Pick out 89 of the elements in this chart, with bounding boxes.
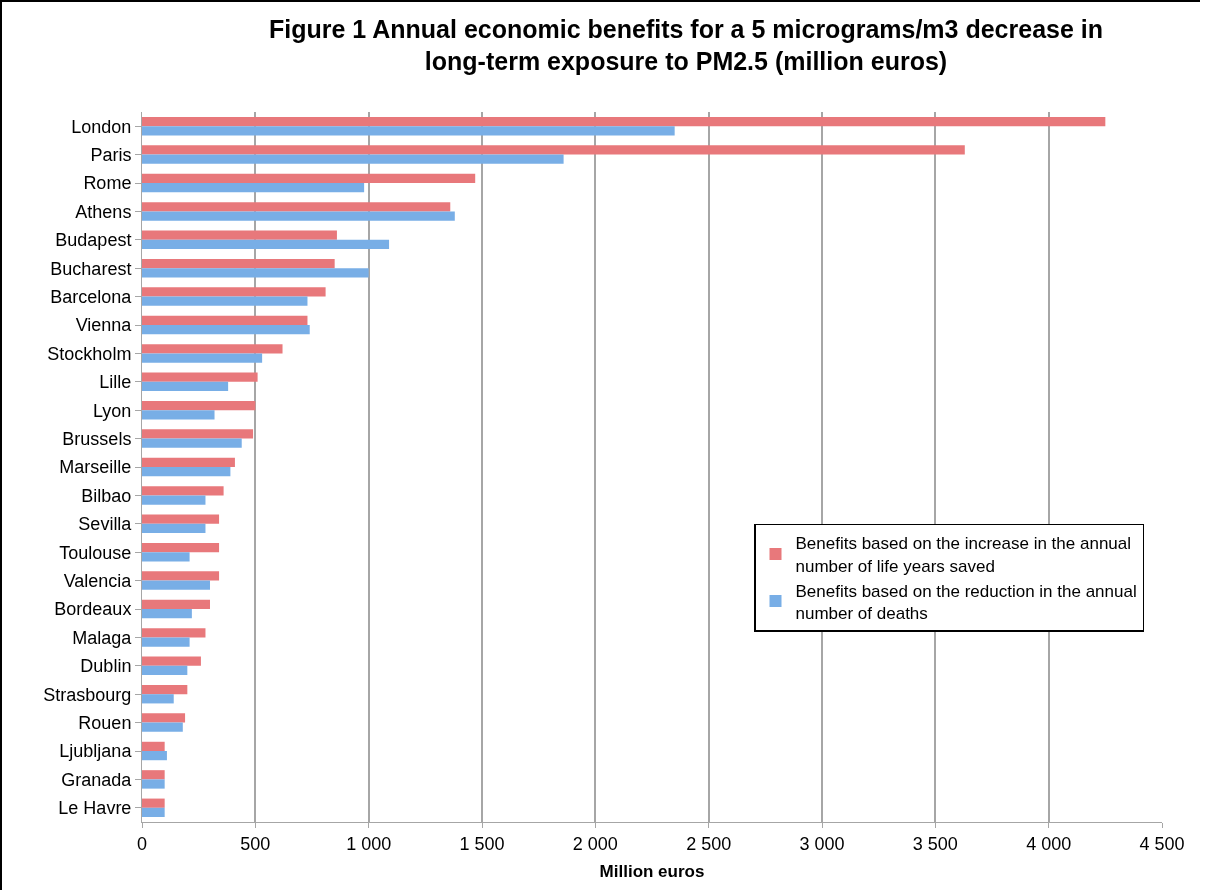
y-tick-label: Bucharest [50, 258, 132, 279]
bar [142, 580, 210, 590]
y-tick-label: Strasbourg [43, 684, 132, 705]
y-tick-label: London [71, 116, 132, 137]
bar [142, 173, 476, 183]
bar [142, 807, 165, 818]
x-tick-label: 1 500 [459, 833, 505, 854]
bar [142, 372, 258, 382]
bar [142, 400, 256, 411]
bar [142, 770, 165, 780]
bar [142, 751, 167, 761]
x-tick-label: 2 000 [572, 833, 618, 854]
x-axis-title: Million euros [599, 862, 705, 881]
bar [142, 202, 451, 212]
y-tick-label: Ljubljana [59, 741, 133, 762]
y-tick-label: Bordeaux [54, 599, 132, 620]
bar [142, 315, 308, 325]
bar [142, 637, 190, 647]
y-tick-label: Budapest [55, 230, 132, 251]
bar [142, 694, 174, 704]
bar [142, 116, 1106, 127]
bar [142, 495, 206, 505]
y-tick-label: Lyon [93, 400, 132, 421]
y-tick-label: Lille [99, 372, 132, 393]
x-tick-label: 3 000 [799, 833, 845, 854]
bar [142, 741, 165, 751]
x-tick-label: 3 500 [912, 833, 958, 854]
y-tick-label: Granada [61, 769, 133, 790]
bar [142, 628, 206, 638]
y-tick-label: Le Havre [58, 798, 132, 819]
bar [142, 798, 165, 808]
bar [142, 486, 224, 496]
bar [142, 344, 283, 354]
bar [142, 722, 183, 732]
legend-label: Benefits based on the increase in the annual number of life years saved [795, 534, 1132, 576]
bar [142, 779, 165, 789]
bar [142, 154, 564, 164]
bar [142, 571, 220, 581]
x-tick-label: 1 000 [346, 833, 392, 854]
bar [142, 552, 190, 562]
y-tick-label: Sevilla [78, 514, 133, 535]
bar [142, 410, 215, 420]
x-tick-label: 4 000 [1026, 833, 1072, 854]
bar [142, 287, 326, 297]
bar [142, 684, 188, 695]
y-tick-label: Bilbao [81, 485, 132, 506]
bar [142, 457, 235, 467]
y-tick-label: Brussels [62, 428, 132, 449]
bar [142, 467, 231, 477]
chart-title: Figure 1 Annual economic benefits for a 5 micrograms/m3 decrease in long-term exposure to PM2.5 (million euros) [268, 14, 1104, 76]
bar [142, 126, 675, 136]
y-tick-label: Vienna [75, 315, 133, 336]
bar [142, 656, 201, 666]
bar [142, 438, 242, 448]
bar [142, 258, 335, 269]
y-tick-label: Dublin [80, 656, 132, 677]
bar [142, 514, 220, 524]
bar [142, 429, 254, 439]
y-tick-label: Rouen [78, 712, 132, 733]
bar [142, 609, 192, 619]
bar [142, 325, 310, 335]
bar [142, 145, 965, 155]
bar [142, 523, 206, 534]
bar [142, 296, 308, 306]
bar [142, 599, 210, 609]
x-tick-label: 4 500 [1139, 833, 1185, 854]
bar [142, 665, 188, 676]
bar [142, 239, 390, 250]
x-tick-label: 2 500 [686, 833, 732, 854]
y-tick-label: Rome [83, 173, 132, 194]
bar [142, 542, 220, 553]
x-tick-label: 0 [136, 833, 148, 854]
legend-label: Benefits based on the reduction in the annual number of deaths [795, 581, 1137, 623]
x-tick-label: 500 [240, 833, 271, 854]
y-tick-label: Barcelona [50, 286, 133, 307]
y-tick-label: Toulouse [59, 542, 132, 563]
bar [142, 381, 229, 392]
bar [142, 183, 365, 193]
y-tick-label: Stockholm [47, 343, 132, 364]
bar [142, 211, 455, 221]
y-tick-label: Athens [75, 201, 132, 222]
y-tick-label: Valencia [63, 570, 133, 591]
bar [142, 713, 186, 723]
bar [142, 268, 369, 278]
bar [142, 353, 263, 363]
y-tick-label: Paris [90, 144, 132, 165]
bar [142, 230, 337, 240]
y-tick-label: Marseille [59, 457, 132, 478]
y-tick-label: Malaga [72, 627, 133, 648]
